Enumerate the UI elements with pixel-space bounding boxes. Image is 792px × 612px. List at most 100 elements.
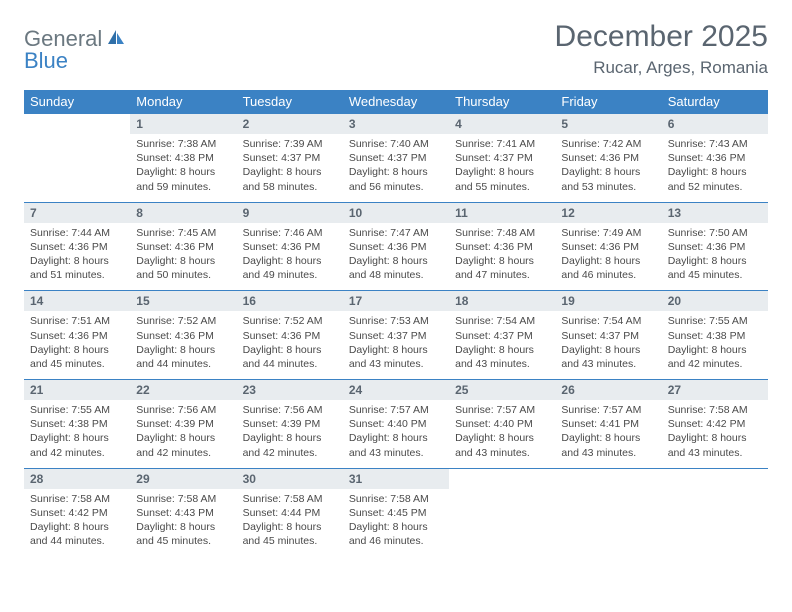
daynum-row: 14151617181920 xyxy=(24,291,768,312)
calendar-body: 123456Sunrise: 7:38 AMSunset: 4:38 PMDay… xyxy=(24,114,768,557)
daylight-line: Daylight: 8 hours and 42 minutes. xyxy=(668,343,762,371)
day-number-cell: 30 xyxy=(237,468,343,489)
day-number-cell: 6 xyxy=(662,114,768,135)
sunrise-line: Sunrise: 7:49 AM xyxy=(561,226,655,240)
sunrise-line: Sunrise: 7:54 AM xyxy=(561,314,655,328)
sunrise-line: Sunrise: 7:45 AM xyxy=(136,226,230,240)
day-number-cell: 25 xyxy=(449,380,555,401)
sunrise-line: Sunrise: 7:46 AM xyxy=(243,226,337,240)
sunrise-line: Sunrise: 7:39 AM xyxy=(243,137,337,151)
day-number-cell: 2 xyxy=(237,114,343,135)
day-content-cell: Sunrise: 7:39 AMSunset: 4:37 PMDaylight:… xyxy=(237,134,343,202)
content-row: Sunrise: 7:55 AMSunset: 4:38 PMDaylight:… xyxy=(24,400,768,468)
sunrise-line: Sunrise: 7:58 AM xyxy=(668,403,762,417)
daylight-line: Daylight: 8 hours and 42 minutes. xyxy=(243,431,337,459)
day-number-cell: 26 xyxy=(555,380,661,401)
daylight-line: Daylight: 8 hours and 46 minutes. xyxy=(349,520,443,548)
daylight-line: Daylight: 8 hours and 53 minutes. xyxy=(561,165,655,193)
sunrise-line: Sunrise: 7:52 AM xyxy=(136,314,230,328)
daylight-line: Daylight: 8 hours and 43 minutes. xyxy=(561,431,655,459)
sunset-line: Sunset: 4:37 PM xyxy=(349,151,443,165)
daylight-line: Daylight: 8 hours and 48 minutes. xyxy=(349,254,443,282)
sunrise-line: Sunrise: 7:38 AM xyxy=(136,137,230,151)
sunset-line: Sunset: 4:36 PM xyxy=(668,240,762,254)
sunrise-line: Sunrise: 7:50 AM xyxy=(668,226,762,240)
weekday-header: Tuesday xyxy=(237,90,343,114)
day-content-cell: Sunrise: 7:58 AMSunset: 4:44 PMDaylight:… xyxy=(237,489,343,557)
day-content-cell: Sunrise: 7:51 AMSunset: 4:36 PMDaylight:… xyxy=(24,311,130,379)
daylight-line: Daylight: 8 hours and 43 minutes. xyxy=(561,343,655,371)
day-number-cell: 20 xyxy=(662,291,768,312)
sunset-line: Sunset: 4:36 PM xyxy=(455,240,549,254)
weekday-header: Saturday xyxy=(662,90,768,114)
day-number-cell: 1 xyxy=(130,114,236,135)
day-content-cell: Sunrise: 7:52 AMSunset: 4:36 PMDaylight:… xyxy=(130,311,236,379)
sunrise-line: Sunrise: 7:57 AM xyxy=(455,403,549,417)
day-content-cell: Sunrise: 7:52 AMSunset: 4:36 PMDaylight:… xyxy=(237,311,343,379)
day-content-cell: Sunrise: 7:54 AMSunset: 4:37 PMDaylight:… xyxy=(555,311,661,379)
sunrise-line: Sunrise: 7:58 AM xyxy=(30,492,124,506)
daylight-line: Daylight: 8 hours and 42 minutes. xyxy=(30,431,124,459)
day-content-cell: Sunrise: 7:49 AMSunset: 4:36 PMDaylight:… xyxy=(555,223,661,291)
day-content-cell: Sunrise: 7:55 AMSunset: 4:38 PMDaylight:… xyxy=(662,311,768,379)
sunrise-line: Sunrise: 7:58 AM xyxy=(349,492,443,506)
daylight-line: Daylight: 8 hours and 49 minutes. xyxy=(243,254,337,282)
day-content-cell xyxy=(662,489,768,557)
sunrise-line: Sunrise: 7:58 AM xyxy=(243,492,337,506)
sunrise-line: Sunrise: 7:53 AM xyxy=(349,314,443,328)
sunset-line: Sunset: 4:37 PM xyxy=(349,329,443,343)
sunrise-line: Sunrise: 7:47 AM xyxy=(349,226,443,240)
daylight-line: Daylight: 8 hours and 55 minutes. xyxy=(455,165,549,193)
day-content-cell: Sunrise: 7:57 AMSunset: 4:40 PMDaylight:… xyxy=(343,400,449,468)
daynum-row: 78910111213 xyxy=(24,202,768,223)
sunrise-line: Sunrise: 7:48 AM xyxy=(455,226,549,240)
sunset-line: Sunset: 4:44 PM xyxy=(243,506,337,520)
logo-blue-row: Blue xyxy=(24,48,68,74)
weekday-header: Thursday xyxy=(449,90,555,114)
daynum-row: 28293031 xyxy=(24,468,768,489)
sunrise-line: Sunrise: 7:41 AM xyxy=(455,137,549,151)
sunset-line: Sunset: 4:38 PM xyxy=(30,417,124,431)
day-number-cell: 27 xyxy=(662,380,768,401)
sunset-line: Sunset: 4:37 PM xyxy=(455,151,549,165)
day-number-cell: 23 xyxy=(237,380,343,401)
sunrise-line: Sunrise: 7:51 AM xyxy=(30,314,124,328)
sunset-line: Sunset: 4:36 PM xyxy=(561,240,655,254)
sunset-line: Sunset: 4:42 PM xyxy=(30,506,124,520)
sail-icon xyxy=(106,28,126,51)
daylight-line: Daylight: 8 hours and 46 minutes. xyxy=(561,254,655,282)
day-number-cell: 16 xyxy=(237,291,343,312)
day-content-cell: Sunrise: 7:41 AMSunset: 4:37 PMDaylight:… xyxy=(449,134,555,202)
logo-text-blue: Blue xyxy=(24,48,68,73)
sunset-line: Sunset: 4:39 PM xyxy=(136,417,230,431)
daylight-line: Daylight: 8 hours and 52 minutes. xyxy=(668,165,762,193)
daylight-line: Daylight: 8 hours and 43 minutes. xyxy=(455,343,549,371)
day-content-cell: Sunrise: 7:46 AMSunset: 4:36 PMDaylight:… xyxy=(237,223,343,291)
weekday-header: Wednesday xyxy=(343,90,449,114)
daylight-line: Daylight: 8 hours and 44 minutes. xyxy=(30,520,124,548)
sunrise-line: Sunrise: 7:57 AM xyxy=(349,403,443,417)
daylight-line: Daylight: 8 hours and 43 minutes. xyxy=(668,431,762,459)
sunset-line: Sunset: 4:36 PM xyxy=(136,240,230,254)
weekday-header: Friday xyxy=(555,90,661,114)
sunset-line: Sunset: 4:36 PM xyxy=(30,329,124,343)
day-content-cell: Sunrise: 7:58 AMSunset: 4:42 PMDaylight:… xyxy=(24,489,130,557)
day-number-cell: 10 xyxy=(343,202,449,223)
sunset-line: Sunset: 4:40 PM xyxy=(455,417,549,431)
sunrise-line: Sunrise: 7:40 AM xyxy=(349,137,443,151)
sunset-line: Sunset: 4:37 PM xyxy=(243,151,337,165)
content-row: Sunrise: 7:51 AMSunset: 4:36 PMDaylight:… xyxy=(24,311,768,379)
day-number-cell: 22 xyxy=(130,380,236,401)
daylight-line: Daylight: 8 hours and 45 minutes. xyxy=(136,520,230,548)
day-number-cell: 29 xyxy=(130,468,236,489)
day-content-cell: Sunrise: 7:44 AMSunset: 4:36 PMDaylight:… xyxy=(24,223,130,291)
day-number-cell: 19 xyxy=(555,291,661,312)
day-number-cell: 12 xyxy=(555,202,661,223)
day-content-cell: Sunrise: 7:54 AMSunset: 4:37 PMDaylight:… xyxy=(449,311,555,379)
day-content-cell xyxy=(449,489,555,557)
sunset-line: Sunset: 4:36 PM xyxy=(243,329,337,343)
sunrise-line: Sunrise: 7:54 AM xyxy=(455,314,549,328)
sunset-line: Sunset: 4:36 PM xyxy=(243,240,337,254)
content-row: Sunrise: 7:44 AMSunset: 4:36 PMDaylight:… xyxy=(24,223,768,291)
daylight-line: Daylight: 8 hours and 43 minutes. xyxy=(455,431,549,459)
